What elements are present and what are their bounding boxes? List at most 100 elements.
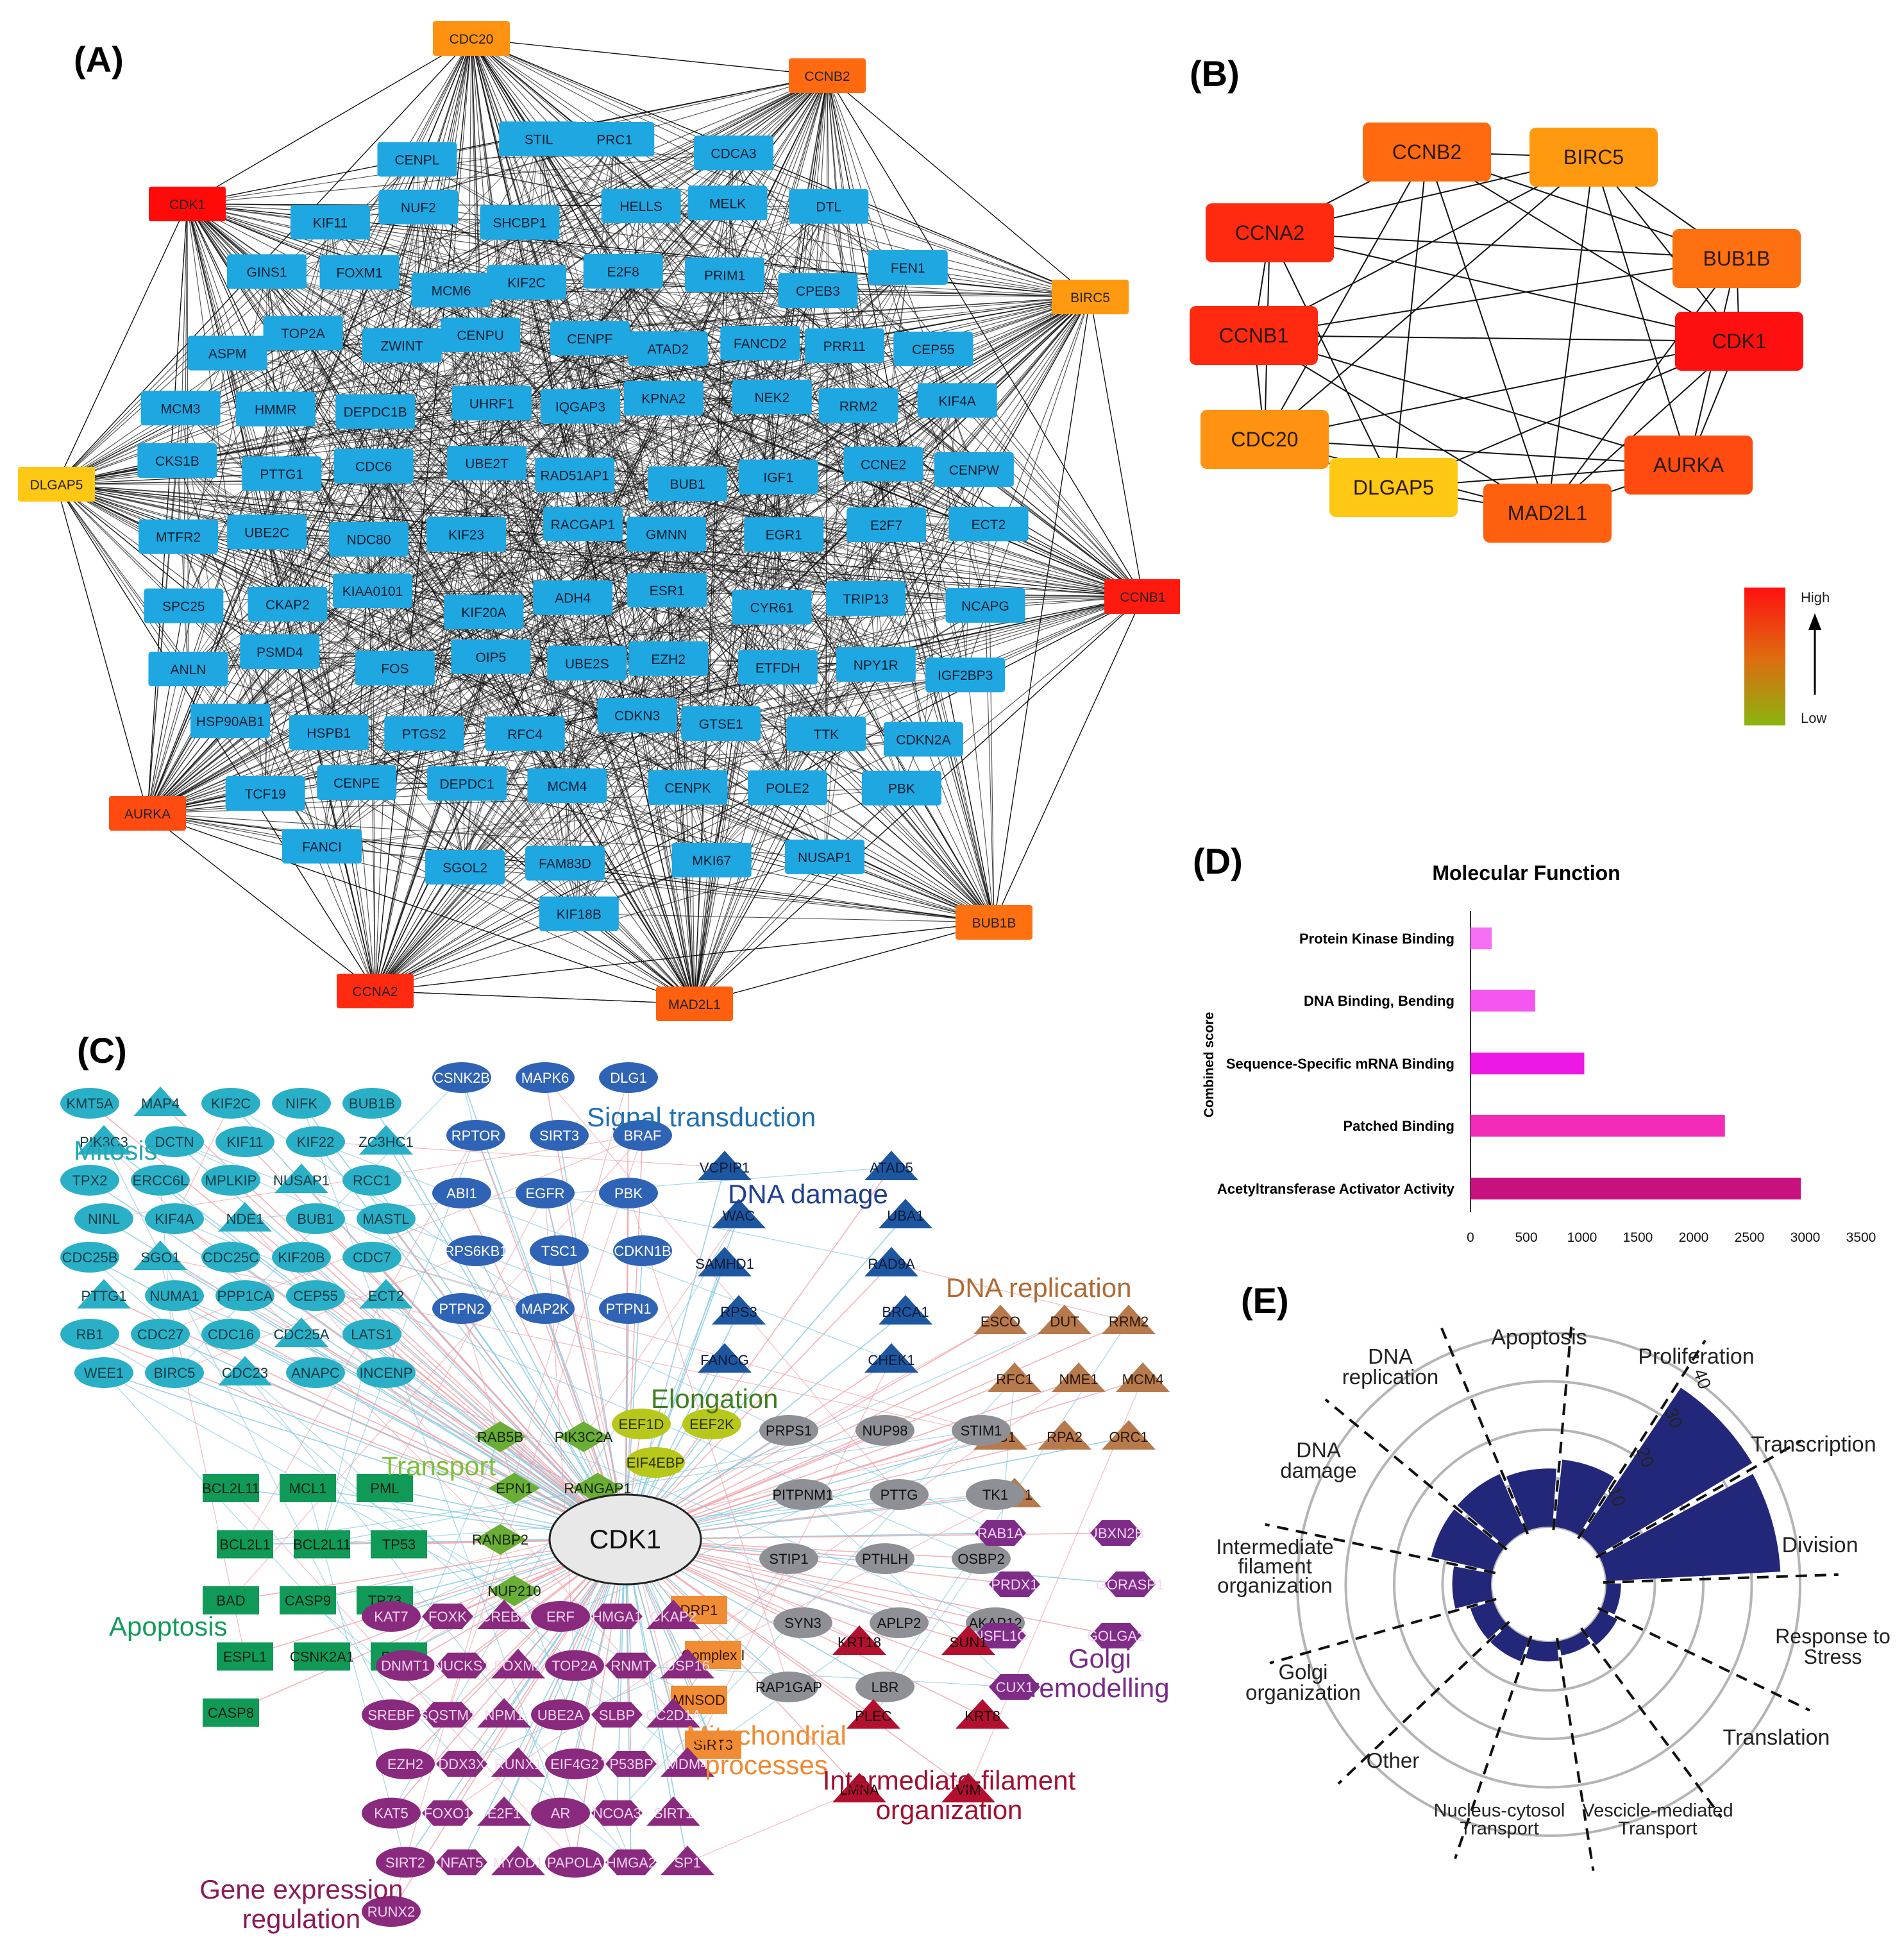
node-gene-hmga1[interactable]: HMGA1: [591, 1604, 643, 1629]
node-mitosis-birc5[interactable]: BIRC5: [145, 1357, 204, 1388]
hub-birc5[interactable]: BIRC5: [1529, 128, 1658, 187]
node-gene-sirt2[interactable]: SIRT2: [376, 1847, 435, 1878]
gene-node-depdc1b[interactable]: DEPDC1B: [335, 394, 416, 429]
node-gray-lbr[interactable]: LBR: [855, 1672, 914, 1702]
gene-node-nek2[interactable]: NEK2: [732, 379, 812, 414]
gene-node-kif23[interactable]: KIF23: [426, 516, 507, 552]
gene-node-kif4a[interactable]: KIF4A: [917, 383, 997, 418]
gene-node-mcm4[interactable]: MCM4: [527, 768, 607, 803]
gene-node-iqgap3[interactable]: IQGAP3: [540, 389, 620, 424]
node-gray-rap1gap[interactable]: RAP1GAP: [755, 1672, 822, 1702]
gene-node-shcbp1[interactable]: SHCBP1: [480, 205, 560, 240]
node-transport-ranbp2[interactable]: RANBP2: [472, 1524, 528, 1555]
gene-node-nuf2[interactable]: NUF2: [378, 189, 459, 224]
node-golgi-cux1[interactable]: CUX1: [989, 1674, 1040, 1700]
gene-node-cdca3[interactable]: CDCA3: [694, 135, 774, 171]
gene-node-trip13[interactable]: TRIP13: [825, 581, 906, 616]
node-mitosis-cdc23[interactable]: CDC23: [218, 1356, 272, 1385]
gene-node-tcf19[interactable]: TCF19: [225, 776, 305, 811]
node-apoptosis-mcl1[interactable]: MCL1: [280, 1474, 336, 1502]
node-gene-rnmt[interactable]: RNMT: [605, 1652, 657, 1679]
gene-node-nusap1[interactable]: NUSAP1: [785, 839, 865, 874]
node-mitosis-tpx2[interactable]: TPX2: [60, 1165, 119, 1196]
node-mitosis-cdc7[interactable]: CDC7: [342, 1242, 401, 1273]
node-mitosis-pttg1[interactable]: PTTG1: [77, 1279, 131, 1309]
node-gene-ar[interactable]: AR: [531, 1797, 590, 1829]
node-apoptosis-bcl2l11[interactable]: BCL2L11: [202, 1474, 260, 1502]
gene-node-ccne2[interactable]: CCNE2: [843, 446, 923, 482]
node-gray-osbp2[interactable]: OSBP2: [952, 1543, 1011, 1574]
node-gray-prps1[interactable]: PRPS1: [759, 1415, 818, 1446]
node-signal-abi1[interactable]: ABI1: [432, 1178, 491, 1208]
node-gene-nfat5[interactable]: NFAT5: [436, 1849, 487, 1876]
gene-node-top2a[interactable]: TOP2A: [263, 316, 343, 351]
gene-node-cdc6[interactable]: CDC6: [333, 448, 414, 484]
node-mitosis-cep55[interactable]: CEP55: [286, 1280, 345, 1311]
node-dna_damage-vcpip1[interactable]: VCPIP1: [698, 1151, 752, 1180]
hub-node-ccnb1[interactable]: CCNB1: [1104, 579, 1180, 614]
node-gene-sirt1[interactable]: SIRT1: [646, 1796, 700, 1826]
hub-node-cdk1[interactable]: CDK1: [149, 187, 226, 221]
node-gene-slbp[interactable]: SLBP: [591, 1702, 643, 1728]
gene-node-ttk[interactable]: TTK: [786, 716, 866, 752]
gene-node-melk[interactable]: MELK: [687, 185, 768, 221]
node-signal-ptpn2[interactable]: PTPN2: [432, 1293, 491, 1324]
node-dna_replication-orc1[interactable]: ORC1: [1102, 1420, 1156, 1450]
node-golgi-golga2[interactable]: GOLGA2: [1087, 1623, 1145, 1648]
node-gene-kat7[interactable]: KAT7: [362, 1601, 421, 1632]
node-golgi-gorasp1[interactable]: GORASP1: [1096, 1571, 1164, 1597]
node-mitosis-ect2[interactable]: ECT2: [359, 1279, 413, 1309]
node-mitosis-nde1[interactable]: NDE1: [218, 1202, 272, 1232]
gene-node-dtl[interactable]: DTL: [789, 189, 869, 224]
node-dna_damage-chek1[interactable]: CHEK1: [864, 1343, 918, 1373]
node-gray-tk1[interactable]: TK1: [966, 1479, 1025, 1510]
node-mitosis-cdc25a[interactable]: CDC25A: [274, 1317, 330, 1347]
node-dna_replication-dut[interactable]: DUT: [1038, 1305, 1091, 1334]
gene-node-esr1[interactable]: ESR1: [627, 572, 707, 607]
node-apoptosis-bcl2l11[interactable]: BCL2L11: [293, 1530, 351, 1559]
node-dna_damage-samhd1[interactable]: SAMHD1: [695, 1247, 754, 1276]
node-dna_replication-rfc1[interactable]: RFC1: [988, 1362, 1041, 1392]
node-apoptosis-espl1[interactable]: ESPL1: [217, 1642, 273, 1671]
gene-node-igf2bp3[interactable]: IGF2BP3: [925, 657, 1006, 693]
node-mitosis-anapc[interactable]: ANAPC: [286, 1357, 345, 1388]
node-gene-ddx3x[interactable]: DDX3X: [436, 1751, 487, 1777]
node-mitosis-incenp[interactable]: INCENP: [357, 1357, 416, 1388]
node-transport-pik3c2a[interactable]: PIK3C2A: [555, 1421, 613, 1452]
gene-node-prim1[interactable]: PRIM1: [685, 257, 765, 292]
gene-node-atad2[interactable]: ATAD2: [628, 331, 708, 366]
gene-node-racgap1[interactable]: RACGAP1: [543, 506, 623, 541]
node-filament-krt8[interactable]: KRT8: [956, 1699, 1009, 1729]
node-mitosis-rb1[interactable]: RB1: [60, 1319, 119, 1350]
gene-node-cenpl[interactable]: CENPL: [377, 142, 457, 177]
node-apoptosis-bcl2l1[interactable]: BCL2L1: [217, 1530, 273, 1559]
gene-node-mki67[interactable]: MKI67: [671, 842, 752, 877]
gene-node-gins1[interactable]: GINS1: [227, 254, 307, 289]
node-elongation-eef2k[interactable]: EEF2K: [682, 1409, 741, 1439]
gene-node-kif11[interactable]: KIF11: [290, 205, 370, 240]
gene-node-ube2t[interactable]: UBE2T: [447, 446, 527, 481]
gene-node-uhrf1[interactable]: UHRF1: [451, 385, 532, 421]
node-gene-runx1[interactable]: RUNX1: [491, 1747, 545, 1777]
node-gray-stip1[interactable]: STIP1: [759, 1543, 818, 1574]
node-mitosis-mastl[interactable]: MASTL: [357, 1203, 416, 1234]
node-dna_replication-esco[interactable]: ESCO: [973, 1305, 1027, 1334]
node-golgi-ubxn2b[interactable]: UBXN2B: [1088, 1520, 1144, 1546]
gene-node-ncapg[interactable]: NCAPG: [945, 588, 1025, 623]
node-mitosis-bub1b[interactable]: BUB1B: [342, 1088, 401, 1119]
node-gene-ube2a[interactable]: UBE2A: [531, 1699, 590, 1731]
gene-node-fos[interactable]: FOS: [355, 650, 435, 686]
node-dna_damage-rad9a[interactable]: RAD9A: [864, 1247, 918, 1276]
node-apoptosis-pml[interactable]: PML: [357, 1474, 413, 1502]
node-signal-csnk2b[interactable]: CSNK2B: [432, 1062, 491, 1093]
gene-node-cks1b[interactable]: CKS1B: [137, 443, 217, 479]
gene-node-oip5[interactable]: OIP5: [451, 639, 531, 674]
node-mitosis-nusap1[interactable]: NUSAP1: [273, 1164, 330, 1193]
gene-node-cpeb3[interactable]: CPEB3: [778, 273, 858, 308]
node-mitosis-cdc27[interactable]: CDC27: [131, 1319, 190, 1350]
node-gene-npm1[interactable]: NPM1: [477, 1698, 531, 1728]
gene-node-fanci[interactable]: FANCI: [282, 829, 362, 864]
node-gene-foxk[interactable]: FOXK: [422, 1604, 473, 1629]
node-filament-sun1[interactable]: SUN1: [941, 1625, 995, 1655]
node-dna_damage-brca1[interactable]: BRCA1: [879, 1295, 932, 1325]
